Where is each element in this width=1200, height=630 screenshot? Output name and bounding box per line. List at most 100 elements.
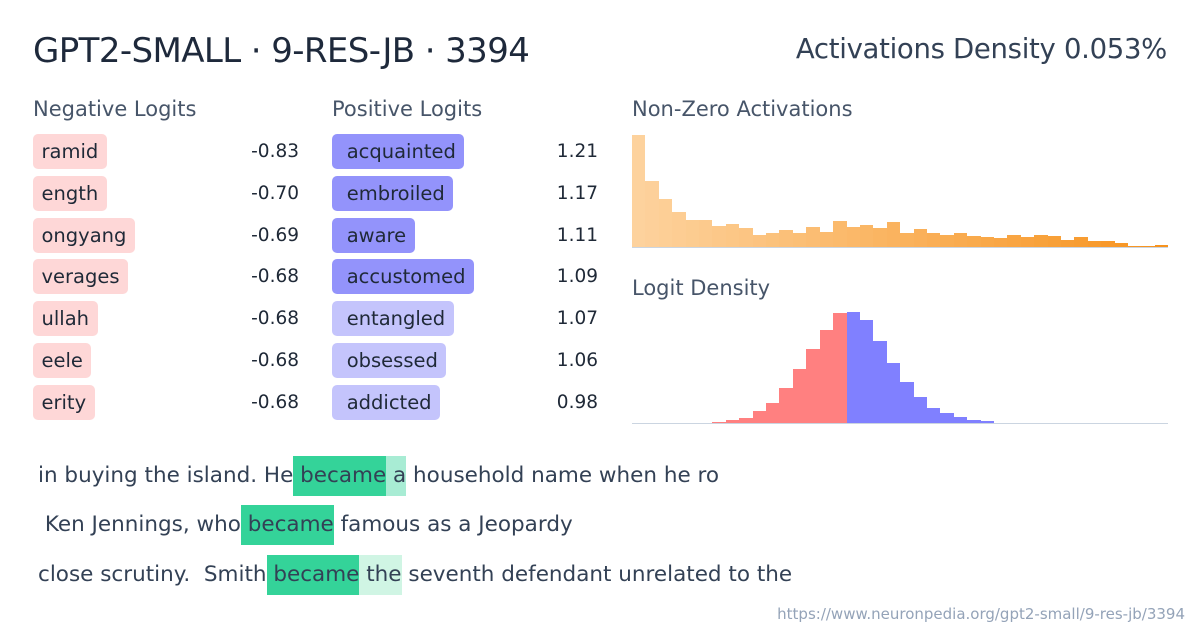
- histogram-bar: [846, 227, 860, 247]
- histogram-bar: [913, 397, 927, 423]
- token-pill: accustomed: [332, 259, 475, 295]
- histogram-bar: [940, 235, 954, 247]
- token-pill: eele: [33, 342, 92, 378]
- histogram-bar: [873, 228, 887, 247]
- activations-axis-line: [632, 247, 1168, 248]
- logit-value: -0.69: [251, 224, 299, 246]
- histogram-bar: [913, 229, 927, 247]
- histogram-bar: [712, 226, 726, 247]
- feature-title: GPT2-SMALL · 9-RES-JB · 3394: [33, 31, 530, 71]
- logit-value: -0.70: [251, 182, 299, 204]
- histogram-bar: [699, 220, 713, 247]
- logit-value: -0.68: [251, 349, 299, 371]
- token-pill: embroiled: [332, 175, 454, 211]
- histogram-bar: [967, 236, 981, 247]
- histogram-bar: [980, 237, 994, 247]
- highlighted-token: the: [359, 555, 402, 595]
- histogram-bar: [953, 233, 968, 247]
- snippet-text: in buying the island. He: [38, 463, 294, 488]
- highlighted-token: became: [266, 555, 360, 595]
- histogram-bar: [833, 221, 847, 247]
- non-zero-activations-histogram: [632, 135, 1169, 247]
- histogram-bar: [752, 235, 767, 247]
- logit-value: -0.83: [251, 141, 299, 162]
- positive-logit-row: acquainted 1.21: [332, 134, 598, 169]
- positive-logit-row: obsessed 1.06: [332, 342, 598, 378]
- negative-logit-row: ongyang -0.69: [33, 217, 299, 253]
- histogram-bar: [779, 230, 793, 247]
- histogram-bar: [806, 349, 820, 423]
- positive-logit-row: aware 1.11: [332, 217, 598, 253]
- histogram-bar: [1154, 245, 1169, 247]
- token-pill: ength: [33, 175, 107, 211]
- histogram-bar: [819, 232, 834, 247]
- negative-logits-list: ramid -0.83 ength -0.70 ongyang -0.69 ve…: [33, 134, 299, 420]
- histogram-bar: [859, 225, 874, 247]
- snippet-text: seventh defendant unrelated to the: [401, 562, 793, 587]
- histogram-bar: [806, 227, 820, 247]
- token-pill: ramid: [33, 134, 107, 169]
- histogram-bar: [792, 233, 807, 247]
- highlighted-token: a: [386, 456, 407, 496]
- histogram-bar: [779, 388, 793, 423]
- activations-density: Activations Density 0.053%: [795, 33, 1167, 65]
- logit-density-title: Logit Density: [632, 276, 771, 300]
- snippet-text: famous as a Jeopardy: [333, 512, 573, 537]
- token-pill: ullah: [33, 301, 98, 336]
- histogram-bar: [632, 135, 646, 247]
- logit-value: 1.21: [556, 141, 598, 162]
- negative-logit-row: erity -0.68: [33, 384, 299, 420]
- token-pill: verages: [33, 259, 129, 295]
- token-pill: aware: [332, 217, 415, 253]
- histogram-bar: [953, 417, 968, 423]
- histogram-bar: [792, 369, 807, 423]
- negative-logit-row: ramid -0.83: [33, 134, 299, 169]
- histogram-bar: [873, 341, 887, 423]
- histogram-bar: [1047, 236, 1061, 247]
- histogram-bar: [900, 382, 914, 423]
- negative-logit-row: ullah -0.68: [33, 301, 299, 336]
- histogram-bar: [766, 403, 780, 423]
- positive-logit-row: embroiled 1.17: [332, 175, 598, 211]
- snippet-text: Ken Jennings, who: [38, 512, 241, 537]
- token-pill: acquainted: [332, 134, 465, 169]
- histogram-bar: [833, 313, 847, 423]
- histogram-bar: [658, 199, 673, 247]
- histogram-bar: [685, 220, 700, 247]
- snippet-text: household name when he ro: [406, 463, 720, 488]
- histogram-bar: [1114, 243, 1129, 247]
- logit-value: 1.06: [556, 349, 598, 371]
- activation-snippet: in buying the island. He became a househ…: [38, 456, 719, 496]
- token-pill: ongyang: [33, 217, 135, 253]
- histogram-bar: [645, 181, 659, 247]
- positive-logit-row: addicted 0.98: [332, 384, 598, 420]
- histogram-bar: [940, 413, 954, 423]
- logit-density-axis-line: [632, 423, 1168, 424]
- token-pill: erity: [33, 384, 95, 420]
- histogram-bar: [1061, 240, 1075, 247]
- negative-logit-row: verages -0.68: [33, 259, 299, 295]
- negative-logit-row: eele -0.68: [33, 342, 299, 378]
- highlighted-token: became: [240, 505, 334, 545]
- positive-logits-list: acquainted 1.21 embroiled 1.17 aware 1.1…: [332, 134, 598, 420]
- histogram-bar: [766, 233, 780, 247]
- logit-value: 1.07: [556, 308, 598, 329]
- snippet-text: close scrutiny. Smith: [38, 562, 267, 587]
- histogram-bar: [1141, 246, 1155, 247]
- token-pill: addicted: [332, 384, 441, 420]
- histogram-bar: [846, 312, 860, 423]
- histogram-bar: [1007, 235, 1021, 247]
- histogram-bar: [752, 411, 767, 423]
- histogram-bar: [926, 408, 941, 423]
- highlighted-token: became: [293, 456, 387, 496]
- histogram-bar: [725, 420, 740, 423]
- histogram-bar: [819, 330, 834, 423]
- feature-url-link[interactable]: https://www.neuronpedia.org/gpt2-small/9…: [777, 605, 1185, 623]
- histogram-bar: [1034, 235, 1048, 247]
- token-pill: entangled: [332, 301, 454, 336]
- token-pill: obsessed: [332, 342, 447, 378]
- histogram-bar: [926, 233, 941, 247]
- histogram-bar: [967, 420, 981, 423]
- negative-logit-row: ength -0.70: [33, 175, 299, 211]
- histogram-bar: [1087, 241, 1102, 247]
